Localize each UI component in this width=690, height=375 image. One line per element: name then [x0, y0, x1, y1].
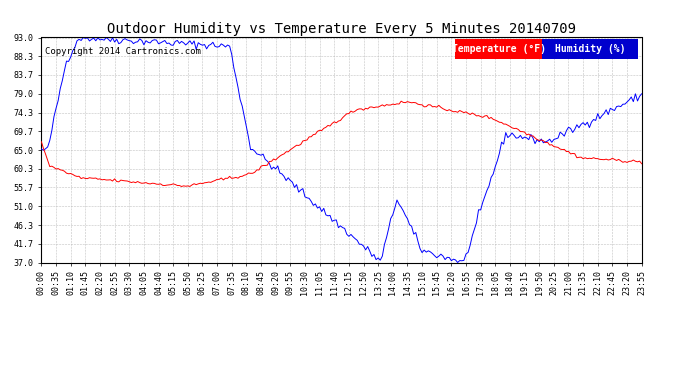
Text: Copyright 2014 Cartronics.com: Copyright 2014 Cartronics.com: [45, 47, 201, 56]
Text: Humidity (%): Humidity (%): [555, 44, 625, 54]
Text: Temperature (°F): Temperature (°F): [451, 44, 546, 54]
Title: Outdoor Humidity vs Temperature Every 5 Minutes 20140709: Outdoor Humidity vs Temperature Every 5 …: [107, 22, 576, 36]
